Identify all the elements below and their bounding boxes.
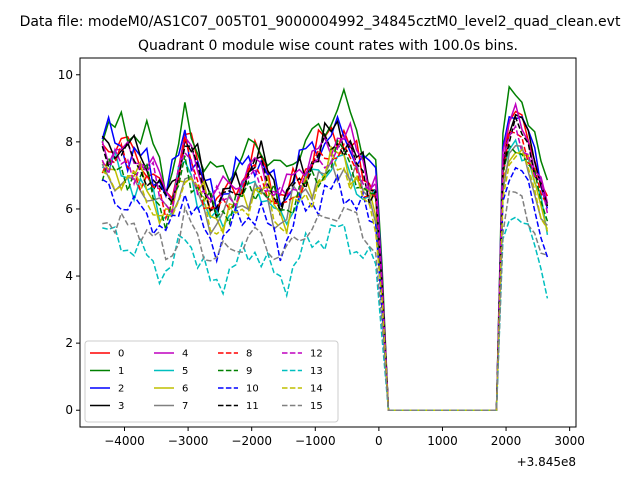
plot-frame	[79, 57, 577, 428]
x-axis: −4000 −3000 −2000 −1000 0 1000 2000 3000	[104, 427, 585, 448]
legend-label-12: 12	[310, 349, 323, 360]
legend-label-3: 3	[118, 401, 124, 412]
x-tick-label: −4000	[104, 434, 145, 448]
y-axis: 0 2 4 6 8 10	[58, 68, 80, 417]
y-tick-label: 10	[58, 68, 73, 82]
chart-title: Quadrant 0 module wise count rates with …	[138, 38, 518, 54]
legend-label-2: 2	[118, 384, 124, 395]
y-tick-label: 4	[65, 269, 73, 283]
legend-label-10: 10	[246, 384, 259, 395]
x-tick-label: 0	[375, 434, 383, 448]
series-line-15	[102, 190, 548, 411]
legend-label-9: 9	[246, 366, 252, 377]
x-tick-label: 2000	[491, 434, 522, 448]
legend-label-11: 11	[246, 401, 259, 412]
figure-suptitle: Data file: modeM0/AS1C07_005T01_90000049…	[20, 14, 621, 30]
y-tick-label: 6	[65, 202, 73, 216]
y-tick-label: 0	[65, 403, 73, 417]
legend-box	[84, 340, 339, 423]
y-tick-label: 8	[65, 135, 73, 149]
legend-label-4: 4	[182, 349, 188, 360]
x-tick-label: −1000	[295, 434, 336, 448]
legend-label-14: 14	[310, 384, 323, 395]
legend-label-0: 0	[118, 349, 124, 360]
x-tick-label: −2000	[231, 434, 272, 448]
legend-label-7: 7	[182, 401, 188, 412]
legend-label-6: 6	[182, 384, 188, 395]
series-line-9	[101, 138, 549, 411]
legend-label-8: 8	[246, 349, 252, 360]
series-line-14	[101, 148, 549, 411]
plot-series	[101, 85, 549, 411]
legend-label-15: 15	[310, 401, 323, 412]
series-line-11	[101, 114, 549, 411]
legend-label-5: 5	[182, 366, 188, 377]
x-tick-label: 1000	[427, 434, 458, 448]
x-offset-label: +3.845e8	[517, 455, 576, 469]
legend-label-1: 1	[118, 366, 124, 377]
legend-label-13: 13	[310, 366, 323, 377]
x-tick-label: 3000	[554, 434, 585, 448]
y-tick-label: 2	[65, 336, 73, 350]
x-tick-label: −3000	[168, 434, 209, 448]
